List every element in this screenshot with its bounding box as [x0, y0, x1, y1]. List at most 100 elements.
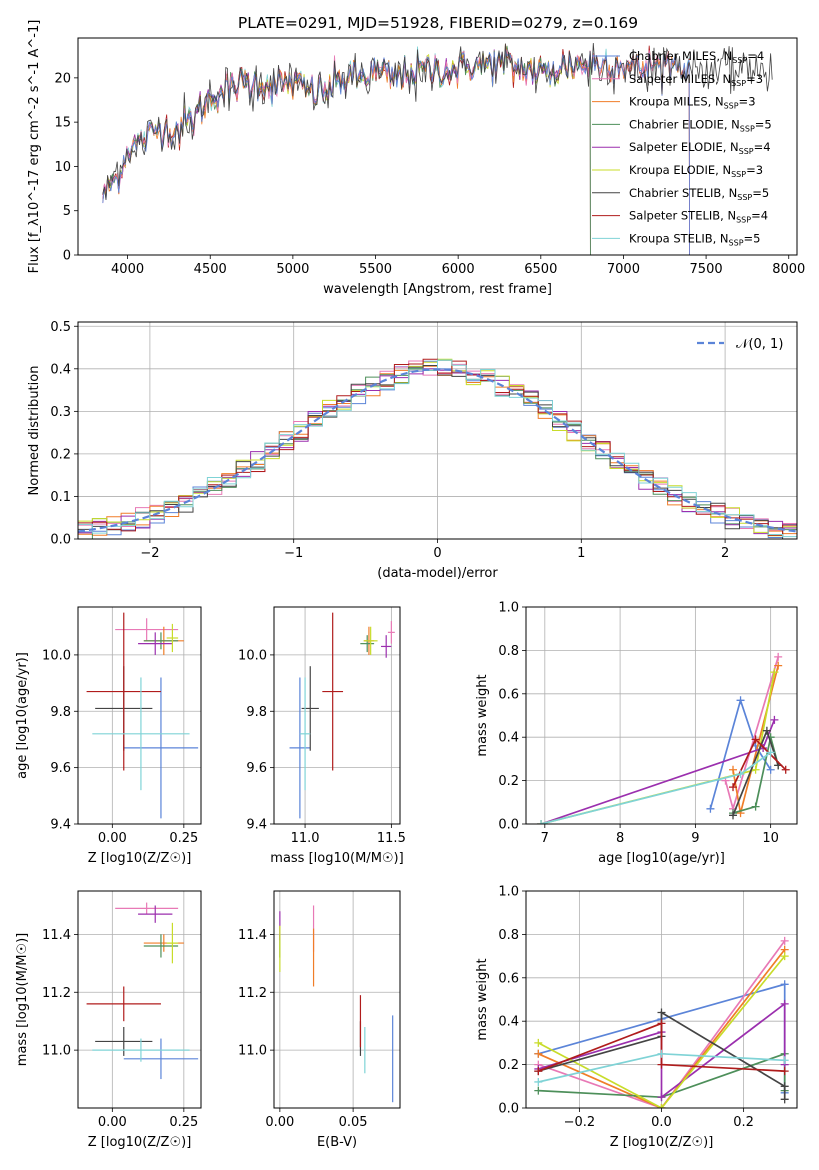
line-salpeter-miles: [538, 940, 786, 1108]
x-axis-label: age [log10(age/yr)]: [598, 851, 725, 866]
point-kroupa-stelib: [657, 1049, 666, 1058]
x-tick-label: 0.05: [339, 1115, 368, 1130]
x-tick-label: 0.25: [169, 831, 198, 846]
y-tick-label: 1.0: [498, 601, 519, 616]
errorbar-kroupa-stelib: [92, 677, 190, 791]
y-tick-label: 0.4: [498, 1015, 519, 1030]
x-tick-label: 11.5: [377, 831, 406, 846]
errorbar-salpeter-elodie: [381, 635, 392, 658]
errorbar-salpeter-elodie: [138, 632, 173, 655]
errorbar-salpeter-stelib: [86, 986, 161, 1022]
y-tick-label: 0.2: [498, 774, 519, 789]
y-tick-label: 1.0: [498, 885, 519, 900]
x-axis-label: Z [log10(Z/Z☉)]: [610, 1135, 714, 1150]
panel-age-vs-mass: 11.0 11.5 9.4 9.6 9.8 10.0 mass [log10(M/M☉)]: [238, 606, 406, 866]
plot-area: [78, 891, 201, 1108]
point-kroupa-elodie: [770, 668, 779, 677]
point-salpeter-miles: [774, 652, 783, 661]
y-tick-label: 9.6: [246, 761, 267, 776]
point-chabrier-stelib: [729, 811, 738, 820]
line-chabrier-miles: [709, 697, 772, 810]
point-salpeter-stelib: [657, 1060, 666, 1069]
y-tick-label: 11.0: [238, 1044, 267, 1059]
errorbar-salpeter-elodie: [138, 905, 173, 923]
x-axis-label: E(B-V): [317, 1135, 357, 1150]
panel-residuals: −2 −1 0 1 2 0.0 0.1 0.2 0.3 0.4 0.5 (data-model)/er…: [27, 320, 798, 581]
gaussian-curve: [78, 368, 797, 533]
histogram-kroupa-stelib: [78, 359, 797, 538]
point-kroupa-miles: [534, 1049, 543, 1058]
y-tick-label: 0.4: [498, 731, 519, 746]
panel-mass-vs-EBV: 0.00 0.05 11.0 11.2 11.4 E(B-V): [238, 890, 401, 1150]
point-salpeter-miles: [780, 936, 789, 945]
errorbar-kroupa-stelib: [92, 1038, 190, 1062]
errorbar-salpeter-miles: [115, 618, 179, 641]
y-tick-label: 0.6: [498, 687, 519, 702]
plot-area: [78, 322, 797, 539]
y-tick-label: 0: [63, 249, 71, 264]
y-axis-label: mass weight: [475, 958, 490, 1040]
axes-frame: [77, 37, 798, 256]
y-tick-label: 10: [54, 160, 71, 175]
legend-label-salpeter-elodie: Salpeter ELODIE, NSSP=4: [629, 140, 771, 156]
panel-age-vs-Z: 0.00 0.25 9.4 9.6 9.8 10.0 Z [log10(Z/Z☉)] age …: [15, 606, 202, 866]
point-salpeter-stelib: [781, 765, 790, 774]
y-tick-label: 0.6: [498, 971, 519, 986]
x-tick-label: −0.2: [564, 1115, 596, 1130]
plot-area: [274, 607, 400, 824]
point-salpeter-elodie: [657, 1093, 666, 1102]
y-axis-label: Normed distribution: [27, 366, 42, 496]
x-tick-label: 4000: [111, 262, 144, 277]
spectrum-chabrier-elodie: [102, 45, 591, 255]
y-axis-label: mass [log10(M/M☉)]: [15, 933, 30, 1066]
y-tick-label: 11.0: [42, 1044, 71, 1059]
y-tick-label: 0.0: [498, 1102, 519, 1117]
y-tick-label: 9.8: [246, 705, 267, 720]
y-axis-label: Flux [f_λ10^-17 erg cm^-2 s^-1 A^-1]: [27, 20, 42, 274]
point-chabrier-elodie: [534, 1086, 543, 1095]
x-tick-label: 8000: [772, 262, 805, 277]
point-salpeter-stelib: [729, 783, 738, 792]
x-tick-label: 7: [541, 831, 549, 846]
x-tick-label: 0.00: [98, 831, 127, 846]
point-salpeter-stelib: [534, 1067, 543, 1076]
x-tick-label: 7500: [690, 262, 723, 277]
point-chabrier-miles: [766, 765, 775, 774]
legend-label-chabrier-miles: Chabrier MILES, NSSP=4: [629, 49, 764, 65]
x-tick-label: 8: [616, 831, 624, 846]
point-kroupa-miles: [774, 661, 783, 670]
plot-area: [274, 891, 400, 1108]
y-tick-label: 10.0: [42, 648, 71, 663]
x-tick-label: 0.25: [169, 1115, 198, 1130]
y-tick-label: 0.2: [50, 447, 71, 462]
panel-weight-vs-age: 7 8 9 10 0.0 0.2 0.4 0.6 0.8 1.0 age [log10(age/yr…: [475, 601, 798, 866]
legend: Chabrier MILES, NSSP=4 Salpeter MILES, NS…: [592, 49, 772, 247]
point-chabrier-miles: [736, 696, 745, 705]
axes-frame: [525, 890, 798, 1109]
x-axis-label: Z [log10(Z/Z☉)]: [88, 851, 192, 866]
errorbar-salpeter-stelib: [86, 612, 161, 771]
y-tick-label: 11.2: [238, 986, 267, 1001]
point-kroupa-elodie: [534, 1038, 543, 1047]
legend-label-salpeter-miles: Salpeter MILES, NSSP=3: [629, 72, 763, 88]
errorbar-chabrier-stelib: [301, 666, 319, 751]
y-tick-label: 0.1: [50, 490, 71, 505]
point-kroupa-stelib: [780, 1056, 789, 1065]
panel-spectrum: 4000 4500 5000 5500 6000 6500 7000 7500 8000 0 5 10…: [27, 20, 805, 297]
plot-area: [526, 891, 797, 1108]
x-tick-label: −1: [284, 546, 303, 561]
legend-label-kroupa-stelib: Kroupa STELIB, NSSP=5: [629, 231, 761, 247]
panel-weight-vs-Z: −0.2 0.0 0.2 0.0 0.2 0.4 0.6 0.8 1.0 Z [log10(Z/Z…: [475, 885, 798, 1150]
y-tick-label: 0.4: [50, 362, 71, 377]
x-tick-label: 1: [577, 546, 585, 561]
line-salpeter-stelib: [537, 1022, 785, 1072]
x-axis-label: (data-model)/error: [377, 566, 498, 581]
point-chabrier-elodie: [751, 802, 760, 811]
axes-frame: [77, 890, 202, 1109]
x-tick-label: 0: [433, 546, 441, 561]
x-tick-label: 6000: [442, 262, 475, 277]
x-tick-label: 0.00: [98, 1115, 127, 1130]
point-chabrier-miles: [706, 804, 715, 813]
point-chabrier-stelib: [780, 1095, 789, 1104]
x-tick-label: 4500: [194, 262, 227, 277]
